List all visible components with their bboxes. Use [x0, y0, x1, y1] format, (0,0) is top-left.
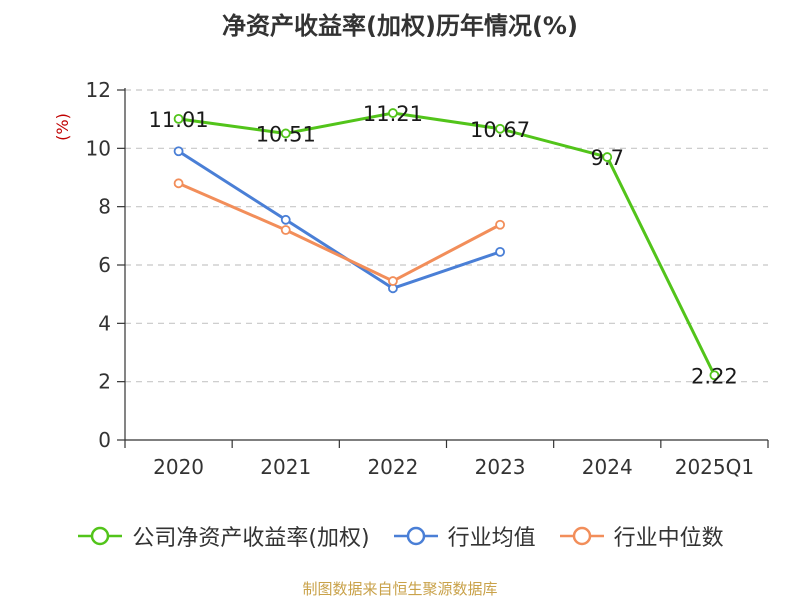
data-point-industry-median: [280, 225, 291, 235]
series-line-industry-median: [177, 181, 501, 283]
data-point-company: [495, 123, 505, 134]
data-label: 10.51: [256, 122, 316, 146]
source-note: 制图数据来自恒生聚源数据库: [302, 580, 498, 598]
legend-line-circle-icon: [559, 526, 604, 546]
legend-line-circle-icon: [78, 526, 123, 546]
y-tick-label: 2: [98, 370, 111, 394]
data-label: 9.7: [591, 146, 624, 170]
axes: 0 2 4 6 8 10 12 (%) 2020 2021 2022 2023 2024 2025Q1: [53, 78, 769, 479]
data-label: 11.01: [149, 108, 209, 132]
data-point-industry-average: [495, 246, 505, 257]
data-point-company: [388, 108, 398, 118]
series-layer: [173, 108, 720, 381]
data-point-industry-median: [173, 178, 184, 189]
data-point-company: [173, 113, 184, 124]
x-tick-label: 2021: [260, 455, 311, 479]
data-labels: 11.01 10.51 11.21 10.67 9.7 2.22: [149, 102, 738, 388]
y-axis-label: (%): [53, 113, 72, 141]
legend-line-circle-icon: [393, 526, 438, 546]
line-chart: 0 2 4 6 8 10 12 (%) 2020 2021 2022 2023 2024 2025Q1 1…: [53, 78, 769, 479]
legend-item-company[interactable]: 公司净资产收益率(加权): [76, 520, 370, 552]
x-tick-label: 2020: [153, 455, 204, 479]
data-point-industry-average: [280, 214, 291, 225]
data-label: 11.21: [363, 102, 423, 126]
data-point-company: [709, 370, 720, 381]
y-tick-label: 4: [98, 311, 111, 335]
x-tick-label: 2023: [475, 455, 526, 479]
y-tick-label: 10: [86, 136, 111, 160]
y-tick-label: 6: [98, 253, 111, 277]
series-line-industry-average: [177, 149, 501, 290]
data-point-industry-median: [495, 219, 505, 230]
data-label: 10.67: [470, 118, 530, 142]
x-tick-label: 2024: [582, 455, 633, 479]
series-line-company: [178, 111, 716, 376]
y-tick-label: 12: [86, 78, 111, 102]
y-tick-label: 0: [98, 428, 111, 452]
grid-lines: [125, 89, 768, 383]
chart-title: 净资产收益率(加权)历年情况(%): [222, 12, 578, 40]
data-point-industry-average: [173, 146, 184, 157]
legend-item-industry-average[interactable]: 行业均值: [392, 520, 536, 552]
legend-item-industry-median[interactable]: 行业中位数: [558, 520, 724, 552]
data-point-industry-median: [388, 276, 398, 286]
data-point-company: [602, 152, 613, 162]
legend-label: 行业中位数: [613, 526, 724, 551]
legend-label: 公司净资产收益率(加权): [132, 526, 370, 551]
legend: 公司净资产收益率(加权) 行业均值 行业中位数: [0, 518, 800, 554]
data-point-company: [280, 128, 291, 139]
legend-label: 行业均值: [447, 526, 536, 551]
data-label: 2.22: [691, 364, 738, 388]
y-tick-label: 8: [98, 195, 111, 219]
x-tick-label: 2022: [367, 455, 418, 479]
x-tick-label: 2025Q1: [675, 455, 754, 479]
